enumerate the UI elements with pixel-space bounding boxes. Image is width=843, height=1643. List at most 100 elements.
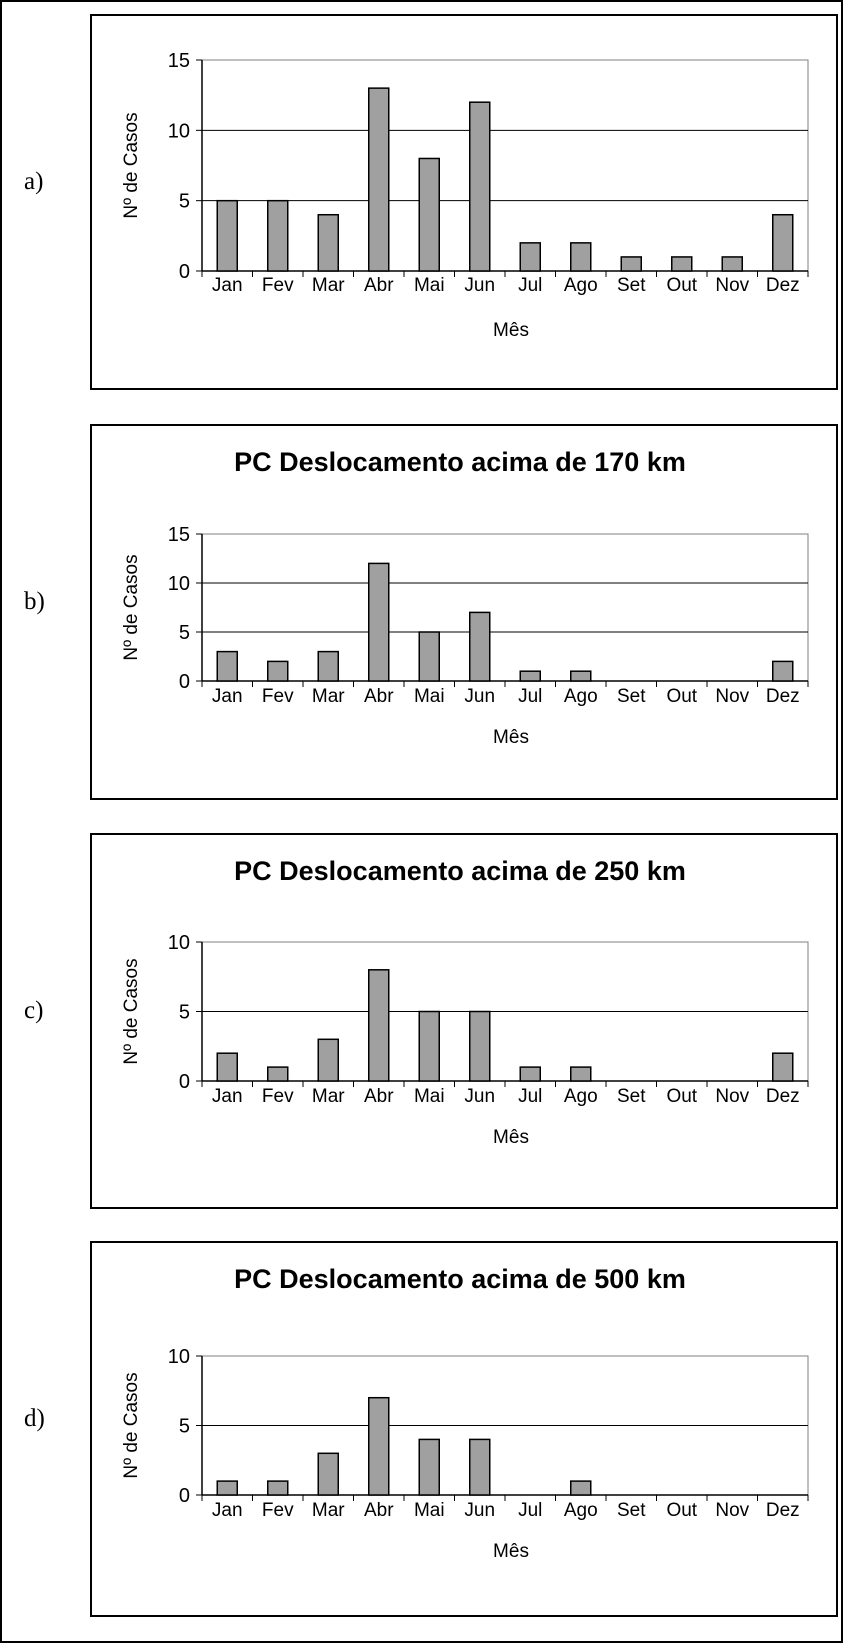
bar xyxy=(418,1438,440,1496)
bar xyxy=(519,670,541,682)
x-tick-label: Abr xyxy=(364,686,394,707)
plot-area xyxy=(201,533,809,682)
bar xyxy=(216,1052,238,1082)
x-tick-label: Nov xyxy=(715,686,749,707)
chart-c-box: 0 5 10 Jan Fev Mar Abr Mai Jun Jul Ago Set Out Nov Dez… xyxy=(90,833,838,1209)
x-tick-label: Mar xyxy=(312,275,345,296)
x-tick-label: Ago xyxy=(564,1500,598,1521)
bar xyxy=(317,1038,339,1082)
bar xyxy=(216,650,238,682)
bar xyxy=(267,1480,289,1496)
x-tick-label: Nov xyxy=(715,1500,749,1521)
chart-a: 0 5 10 15 Jan Fev Mar Abr Mai Jun Jul Ago Set Out Nov D… xyxy=(121,50,809,341)
x-tick-label: Jun xyxy=(464,686,495,707)
x-tick-label: Set xyxy=(617,1086,646,1107)
bar xyxy=(772,660,794,682)
panel-label-a: a) xyxy=(24,168,44,195)
y-tick-label: 5 xyxy=(179,1002,190,1024)
y-axis-label: Nº de Casos xyxy=(121,112,142,218)
chart-title: PC Deslocamento acima de 170 km xyxy=(234,447,686,477)
chart-b: 0 5 10 15 Jan Fev Mar Abr Mai Jun Jul Ago Set Out Nov D… xyxy=(121,447,809,748)
bar xyxy=(570,1480,592,1496)
x-tick-label: Out xyxy=(666,1086,697,1107)
x-tick-label: Fev xyxy=(262,275,294,296)
chart-d-box: 0 5 10 Jan Fev Mar Abr Mai Jun Jul Ago Set Out Nov Dez… xyxy=(90,1241,838,1617)
y-tick-label: 5 xyxy=(179,622,190,644)
y-tick-label: 10 xyxy=(168,932,190,954)
x-tick-label: Mai xyxy=(414,686,445,707)
x-tick-label: Jul xyxy=(518,275,542,296)
bar xyxy=(216,1480,238,1496)
y-tick-label: 10 xyxy=(168,1346,190,1368)
x-tick-label: Mar xyxy=(312,686,345,707)
chart-title: PC Deslocamento acima de 500 km xyxy=(234,1264,686,1294)
x-tick-label: Jan xyxy=(212,1500,243,1521)
x-tick-label: Mai xyxy=(414,1086,445,1107)
x-tick-label: Jun xyxy=(464,1086,495,1107)
x-tick-label: Set xyxy=(617,275,646,296)
y-tick-label: 0 xyxy=(179,1485,190,1507)
x-tick-label: Set xyxy=(617,686,646,707)
bar xyxy=(469,611,491,682)
chart-a-box: 0 5 10 15 Jan Fev Mar Abr Mai Jun Jul Ago Set Out Nov D… xyxy=(90,14,838,390)
y-tick-label: 15 xyxy=(168,50,190,72)
bar xyxy=(570,1066,592,1082)
bar xyxy=(469,1010,491,1082)
y-tick-label: 0 xyxy=(179,261,190,283)
x-tick-label: Fev xyxy=(262,1500,294,1521)
x-tick-label: Out xyxy=(666,275,697,296)
y-tick-label: 0 xyxy=(179,1071,190,1093)
y-tick-label: 0 xyxy=(179,671,190,693)
bar xyxy=(368,1396,390,1496)
bar xyxy=(368,562,390,682)
x-tick-label: Jun xyxy=(464,275,495,296)
chart-c: 0 5 10 Jan Fev Mar Abr Mai Jun Jul Ago Set Out Nov Dez… xyxy=(121,856,809,1148)
bar xyxy=(368,87,390,272)
x-tick-label: Nov xyxy=(715,275,749,296)
plot-area xyxy=(201,59,809,272)
x-tick-label: Fev xyxy=(262,686,294,707)
bar xyxy=(469,101,491,272)
y-axis-label: Nº de Casos xyxy=(121,958,142,1064)
x-tick-label: Dez xyxy=(766,1500,800,1521)
chart-d: 0 5 10 Jan Fev Mar Abr Mai Jun Jul Ago Set Out Nov Dez… xyxy=(121,1264,809,1562)
bar xyxy=(772,213,794,272)
x-tick-label: Jul xyxy=(518,1086,542,1107)
x-tick-label: Jun xyxy=(464,1500,495,1521)
bar xyxy=(418,157,440,272)
x-tick-label: Out xyxy=(666,1500,697,1521)
x-tick-label: Dez xyxy=(766,1086,800,1107)
x-tick-label: Mar xyxy=(312,1086,345,1107)
y-axis-label: Nº de Casos xyxy=(121,554,142,660)
x-tick-label: Dez xyxy=(766,275,800,296)
x-tick-label: Ago xyxy=(564,1086,598,1107)
x-tick-label: Jan xyxy=(212,275,243,296)
x-tick-label: Jul xyxy=(518,1500,542,1521)
bar xyxy=(721,256,743,272)
x-tick-label: Jul xyxy=(518,686,542,707)
bar xyxy=(216,199,238,272)
x-tick-label: Abr xyxy=(364,1500,394,1521)
panel-label-c: c) xyxy=(24,997,44,1024)
bar xyxy=(317,213,339,272)
y-tick-label: 5 xyxy=(179,1416,190,1438)
x-axis-label: Mês xyxy=(493,727,529,748)
bar xyxy=(620,256,642,272)
bar xyxy=(519,1066,541,1082)
y-axis-label: Nº de Casos xyxy=(121,1372,142,1478)
bar xyxy=(267,660,289,682)
bar xyxy=(469,1438,491,1496)
x-tick-label: Abr xyxy=(364,275,394,296)
bar xyxy=(570,670,592,682)
x-tick-label: Ago xyxy=(564,275,598,296)
y-tick-label: 10 xyxy=(168,120,190,142)
bar xyxy=(671,256,693,272)
y-tick-label: 10 xyxy=(168,573,190,595)
x-axis-label: Mês xyxy=(493,1541,529,1562)
y-tick-label: 15 xyxy=(168,524,190,546)
x-tick-label: Jan xyxy=(212,686,243,707)
bar xyxy=(368,969,390,1082)
x-tick-label: Mar xyxy=(312,1500,345,1521)
x-tick-label: Mai xyxy=(414,275,445,296)
